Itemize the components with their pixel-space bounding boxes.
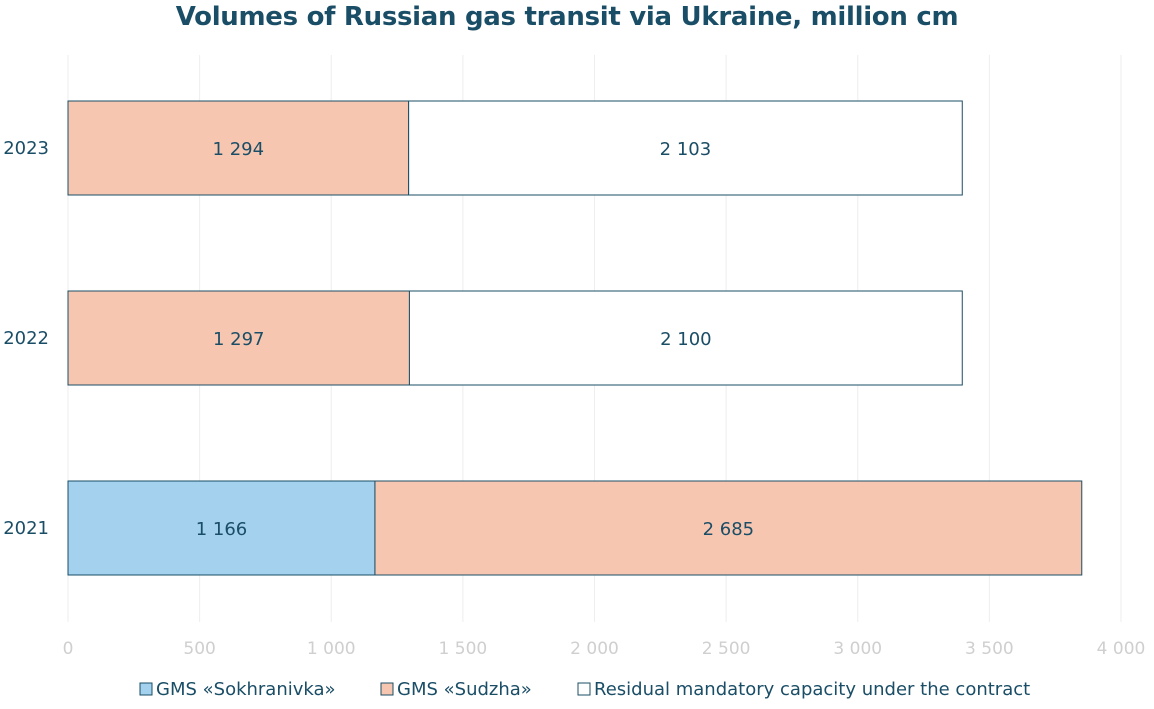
y-axis-categories: 2023 2022 2021 — [3, 138, 49, 539]
legend-label-0: GMS «Sokhranivka» — [156, 679, 336, 700]
data-label-2022-series-2: 2 100 — [660, 329, 712, 350]
bars: 1 294 2 103 1 297 2 100 1 166 2 685 — [67, 100, 1083, 576]
x-tick-label-2000: 2 000 — [570, 639, 619, 659]
x-tick-label-4000: 4 000 — [1097, 639, 1146, 659]
data-label-2021-series-1: 2 685 — [703, 519, 755, 540]
x-tick-label-0: 0 — [63, 639, 74, 659]
data-label-2022-series-1: 1 297 — [213, 329, 265, 350]
x-tick-label-3000: 3 000 — [833, 639, 882, 659]
legend-label-1: GMS «Sudzha» — [397, 679, 532, 700]
legend-swatch-2 — [577, 682, 591, 696]
x-tick-label-500: 500 — [183, 639, 215, 659]
bar-2022-series-1 — [67, 290, 410, 386]
bar-2021-series-1 — [374, 480, 1083, 576]
x-tick-label-1000: 1 000 — [307, 639, 356, 659]
bar-2021-series-0 — [67, 480, 376, 576]
x-tick-label-3500: 3 500 — [965, 639, 1014, 659]
category-label-2022: 2022 — [3, 328, 49, 349]
bar-2023-series-1 — [67, 100, 410, 196]
legend: GMS «Sokhranivka» GMS «Sudzha» Residual ma… — [139, 679, 1030, 700]
bar-2023-series-2 — [408, 100, 963, 196]
data-label-2023-series-2: 2 103 — [660, 139, 712, 160]
bar-2022-series-2 — [408, 290, 963, 386]
data-label-2021-series-0: 1 166 — [196, 519, 248, 540]
category-label-2023: 2023 — [3, 138, 49, 159]
x-axis-ticks: 0 500 1 000 1 500 2 000 2 500 3 000 3 500 4 000 — [63, 639, 1146, 659]
category-label-2021: 2021 — [3, 518, 49, 539]
x-tick-label-1500: 1 500 — [439, 639, 488, 659]
legend-swatch-0 — [139, 682, 153, 696]
x-tick-label-2500: 2 500 — [702, 639, 751, 659]
legend-label-2: Residual mandatory capacity under the co… — [594, 679, 1030, 700]
legend-swatch-1 — [380, 682, 394, 696]
chart-title: Volumes of Russian gas transit via Ukrai… — [175, 2, 959, 32]
data-label-2023-series-1: 1 294 — [213, 139, 265, 160]
